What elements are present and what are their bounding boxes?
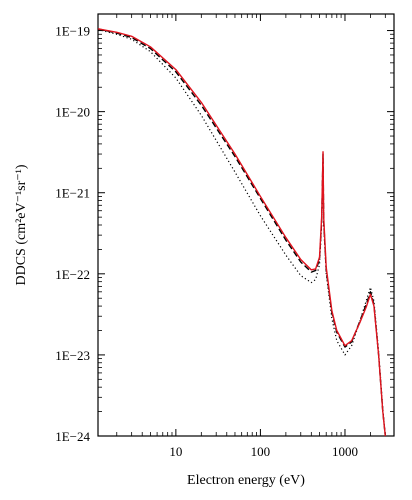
y-tick-label: 1E−21	[55, 186, 90, 201]
series-line-dotted	[97, 28, 386, 437]
plot-frame	[97, 13, 395, 437]
y-axis-title: DDCS (cm²eV⁻¹sr⁻¹)	[14, 164, 29, 285]
y-tick-label: 1E−23	[55, 348, 90, 363]
x-tick-label: 10	[169, 444, 182, 459]
x-tick-label: 100	[251, 444, 271, 459]
series-line-dashed	[97, 28, 387, 437]
x-tick-label: 1000	[332, 444, 358, 459]
x-axis-title: Electron energy (eV)	[187, 473, 305, 488]
y-tick-label: 1E−20	[55, 105, 90, 120]
series-line-solid	[97, 28, 387, 437]
y-tick-label: 1E−22	[55, 267, 90, 282]
y-tick-label: 1E−24	[55, 429, 90, 444]
y-tick-label: 1E−19	[55, 24, 90, 39]
series-layer	[97, 28, 387, 437]
y-axis-ticks: 1E−19 1E−20 1E−21 1E−22 1E−23 1E−24	[55, 24, 394, 444]
x-axis-ticks: 10 100 1000	[116, 14, 386, 459]
